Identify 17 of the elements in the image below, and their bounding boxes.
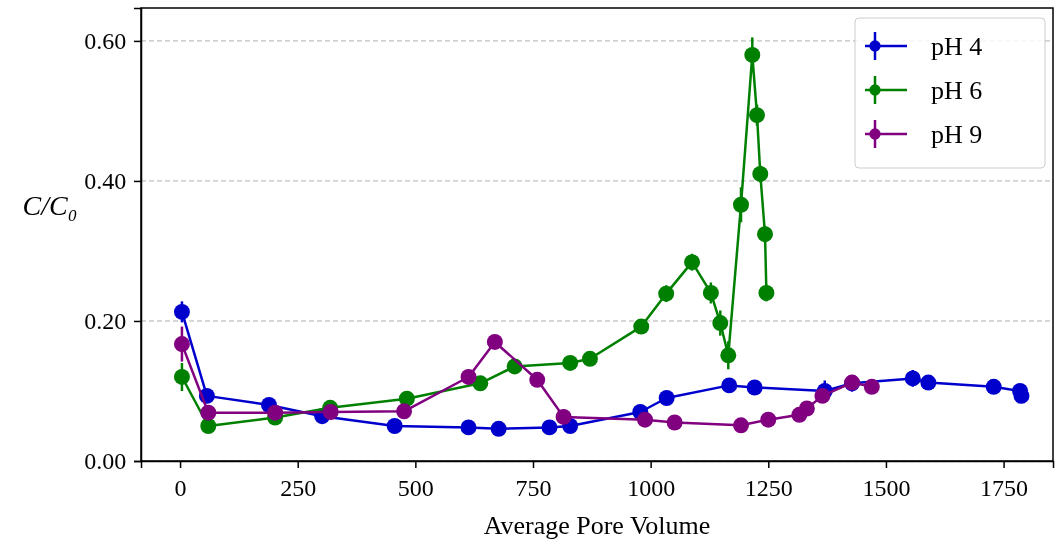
y-axis-title: C/C₀ — [22, 190, 78, 221]
y-tick-label: 0.00 — [84, 448, 127, 475]
legend-label: pH 6 — [931, 76, 983, 105]
x-tick-label: 0 — [174, 475, 187, 502]
y-tick-label: 0.20 — [84, 308, 127, 335]
legend-label: pH 9 — [931, 120, 983, 149]
y-tick-label: 0.60 — [84, 28, 127, 55]
x-axis-title: Average Pore Volume — [483, 511, 711, 540]
x-tick-label: 250 — [280, 475, 317, 502]
x-tick-label: 500 — [397, 475, 434, 502]
x-tick-label: 1250 — [744, 475, 793, 502]
x-tick-label: 1500 — [862, 475, 911, 502]
x-tick-label: 1000 — [627, 475, 676, 502]
legend-label: pH 4 — [931, 32, 983, 61]
y-tick-label: 0.40 — [84, 168, 127, 195]
x-tick-label: 750 — [515, 475, 552, 502]
x-tick-label: 1750 — [980, 475, 1029, 502]
